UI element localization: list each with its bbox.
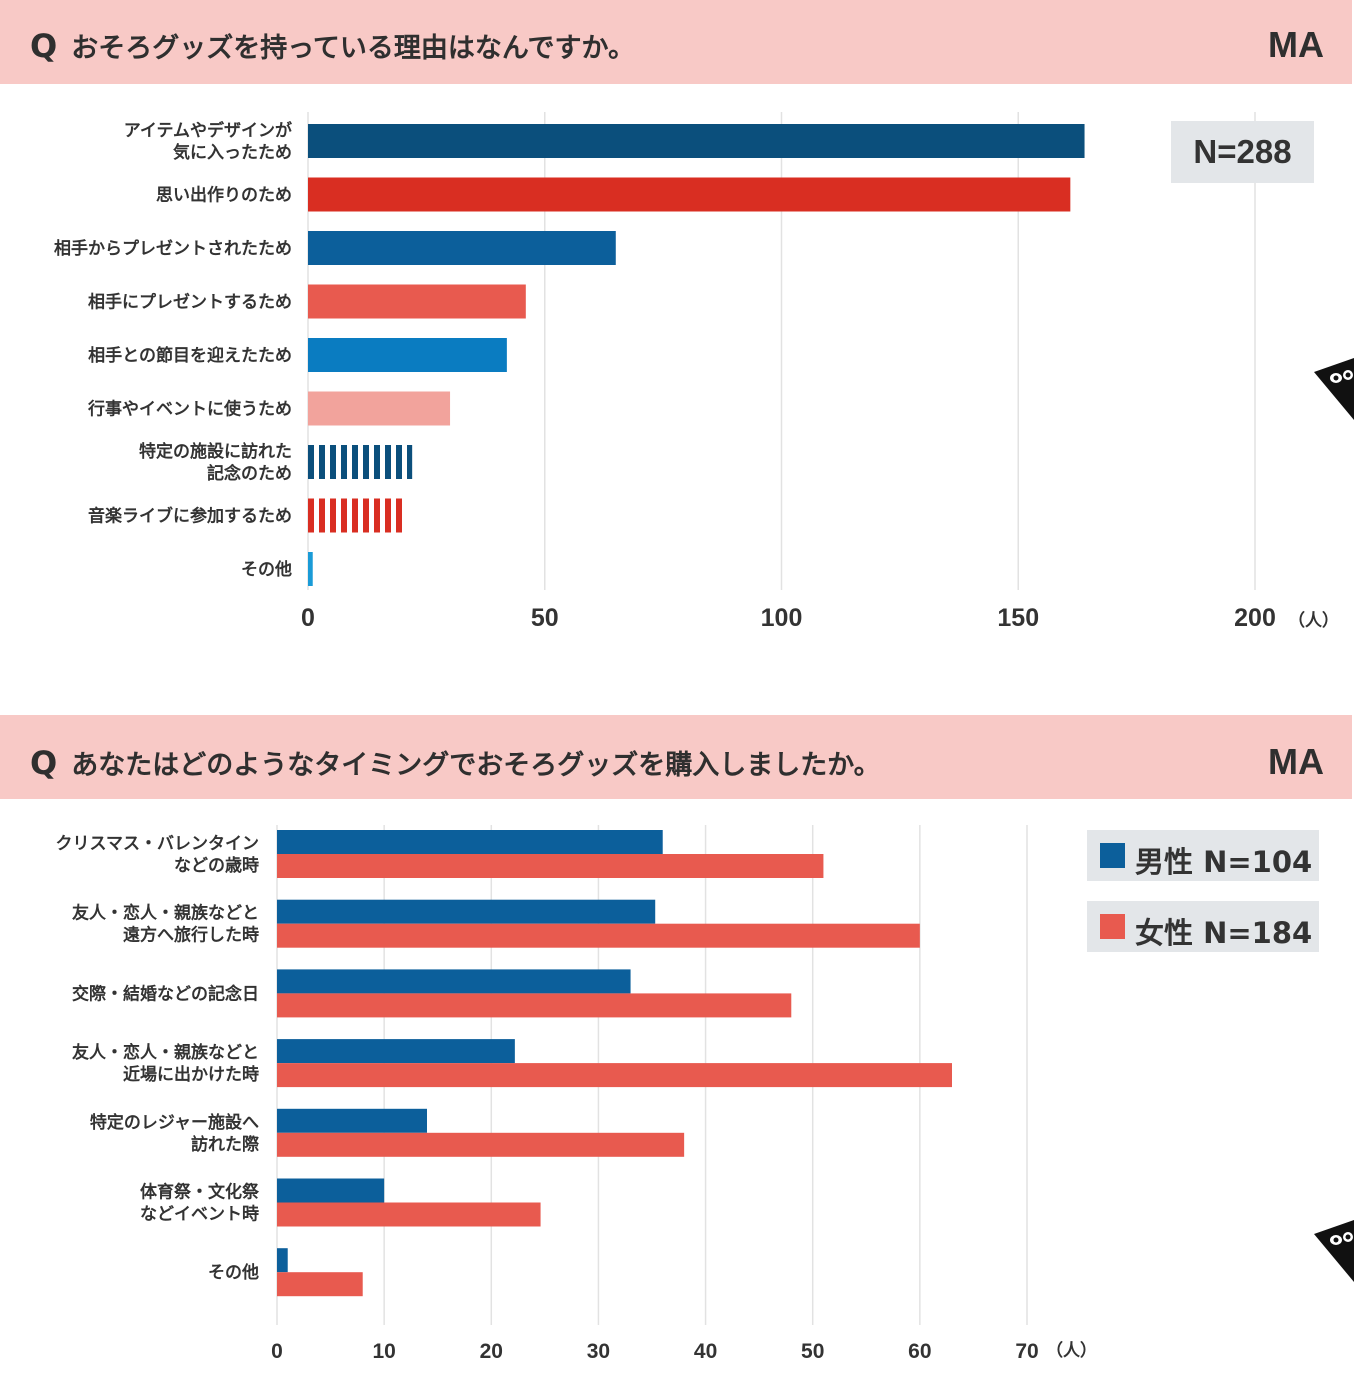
unit-label: （人） bbox=[1046, 1340, 1097, 1361]
x-tick-label: 50 bbox=[801, 1340, 824, 1363]
bar-female bbox=[277, 1063, 952, 1088]
legend-swatch-female bbox=[1100, 914, 1125, 939]
bar bbox=[308, 124, 1085, 158]
legend-label-female: 女性 N=184 bbox=[1135, 916, 1313, 950]
q-letter-1: Q bbox=[30, 27, 58, 65]
bar bbox=[308, 231, 616, 265]
category-label: 気に入ったため bbox=[172, 142, 292, 163]
reasons-bar-chart: アイテムやデザインが気に入ったため思い出作りのため相手からプレゼントされたため相… bbox=[54, 112, 1339, 632]
bar-male bbox=[277, 1039, 515, 1064]
ma-tag-2: MA bbox=[1268, 741, 1324, 782]
bar bbox=[308, 338, 507, 372]
category-label: 音楽ライブに参加するため bbox=[88, 506, 292, 527]
bar-male bbox=[277, 830, 663, 854]
x-tick-label: 150 bbox=[997, 604, 1039, 632]
category-label: その他 bbox=[208, 1262, 259, 1283]
x-tick-label: 0 bbox=[301, 604, 315, 632]
legend-swatch-male bbox=[1100, 843, 1125, 868]
category-label: 相手にプレゼントするため bbox=[88, 292, 292, 313]
bar bbox=[308, 177, 1071, 212]
category-label: 友人・恋人・親族などと bbox=[72, 903, 259, 924]
bar-male bbox=[277, 969, 631, 994]
category-label: 思い出作りのため bbox=[156, 185, 292, 206]
bar-male bbox=[277, 1248, 288, 1273]
category-label: などイベント時 bbox=[140, 1204, 259, 1225]
category-label: アイテムやデザインが bbox=[124, 120, 292, 141]
bar bbox=[308, 445, 413, 479]
x-tick-label: 50 bbox=[531, 604, 559, 632]
ma-tag-1: MA bbox=[1268, 24, 1324, 65]
legend-female: 女性 N=184 bbox=[1087, 901, 1319, 952]
bar bbox=[308, 552, 313, 586]
bar-male bbox=[277, 899, 656, 924]
x-tick-label: 70 bbox=[1015, 1340, 1038, 1363]
category-label: 特定の施設に訪れた bbox=[139, 441, 292, 462]
category-label: 記念のため bbox=[207, 463, 292, 484]
bar-female bbox=[277, 993, 792, 1018]
category-label: 近場に出かけた時 bbox=[123, 1064, 259, 1085]
bar-female bbox=[277, 854, 824, 878]
category-label: などの歳時 bbox=[174, 855, 259, 876]
legend-label-male: 男性 N=104 bbox=[1135, 845, 1313, 879]
category-label: その他 bbox=[241, 559, 292, 580]
category-label: 遠方へ旅行した時 bbox=[123, 925, 259, 946]
legend-male: 男性 N=104 bbox=[1087, 830, 1319, 881]
timing-bar-chart: クリスマス・バレンタインなどの歳時友人・恋人・親族などと遠方へ旅行した時交際・結… bbox=[56, 825, 1097, 1363]
bar bbox=[308, 498, 403, 533]
bar-female bbox=[277, 923, 920, 948]
category-label: 相手との節目を迎えたため bbox=[88, 345, 292, 366]
question-text-2: Q あなたはどのようなタイミングでおそろグッズを購入しましたか。 bbox=[30, 743, 881, 782]
q-letter-2: Q bbox=[30, 744, 58, 782]
question-header-1: Q おそろグッズを持っている理由はなんですか。 MA bbox=[0, 0, 1352, 84]
x-tick-label: 200 bbox=[1234, 604, 1276, 632]
category-label: 相手からプレゼントされたため bbox=[54, 238, 292, 259]
x-tick-label: 30 bbox=[587, 1340, 610, 1363]
x-tick-label: 0 bbox=[271, 1340, 283, 1363]
category-label: 体育祭・文化祭 bbox=[140, 1182, 260, 1203]
x-tick-label: 20 bbox=[480, 1340, 503, 1363]
category-label: 訪れた際 bbox=[191, 1134, 260, 1155]
n-count-badge: N=288 bbox=[1171, 121, 1314, 183]
bar-male bbox=[277, 1178, 385, 1203]
bar bbox=[308, 391, 451, 426]
question-title-1: おそろグッズを持っている理由はなんですか。 bbox=[71, 33, 635, 64]
x-tick-label: 10 bbox=[372, 1340, 395, 1363]
question-header-2: Q あなたはどのようなタイミングでおそろグッズを購入しましたか。 MA bbox=[0, 715, 1352, 799]
category-label: クリスマス・バレンタイン bbox=[56, 834, 260, 854]
x-tick-label: 60 bbox=[908, 1340, 931, 1363]
category-label: 交際・結婚などの記念日 bbox=[72, 983, 259, 1004]
category-label: 行事やイベントに使うため bbox=[87, 399, 292, 420]
bar-female bbox=[277, 1132, 685, 1157]
black-cat-mascot-icon bbox=[1314, 358, 1354, 420]
category-label: 友人・恋人・親族などと bbox=[72, 1042, 259, 1063]
question-title-2: あなたはどのようなタイミングでおそろグッズを購入しましたか。 bbox=[71, 750, 881, 781]
bar-female bbox=[277, 1272, 363, 1297]
black-cat-mascot-icon bbox=[1314, 1220, 1354, 1282]
category-label: 特定のレジャー施設へ bbox=[90, 1112, 259, 1133]
x-tick-label: 40 bbox=[694, 1340, 717, 1363]
x-tick-label: 100 bbox=[761, 604, 803, 632]
bar-male bbox=[277, 1108, 427, 1133]
bar bbox=[308, 284, 526, 319]
question-text-1: Q おそろグッズを持っている理由はなんですか。 bbox=[30, 26, 635, 65]
unit-label: （人） bbox=[1288, 610, 1339, 631]
bar-female bbox=[277, 1202, 541, 1227]
